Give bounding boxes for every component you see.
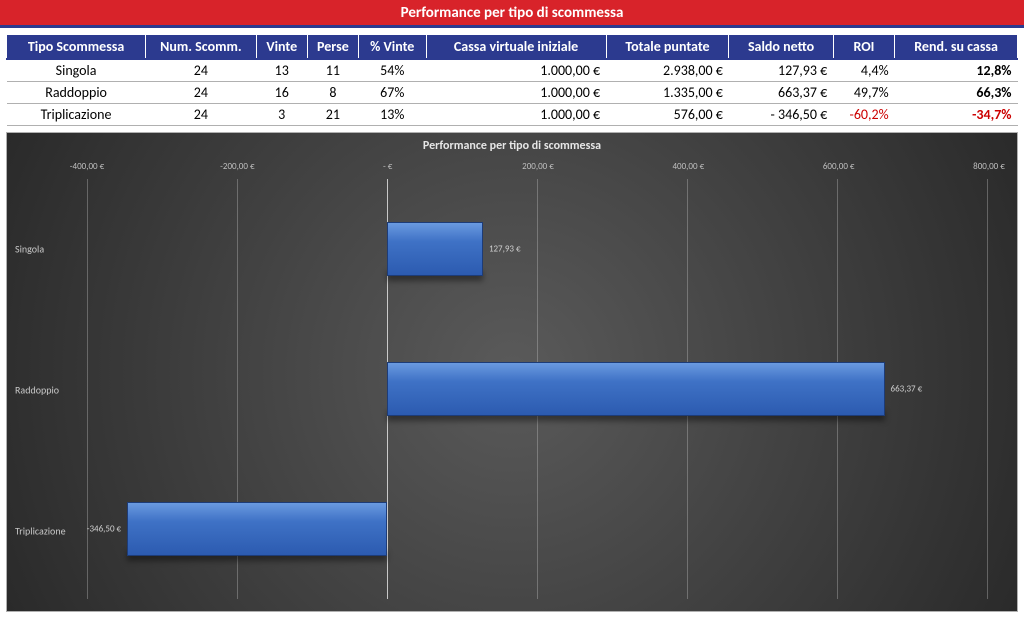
table-cell: 66,3%: [895, 82, 1018, 104]
bar: [387, 362, 885, 416]
bar-value-label: 663,37 €: [891, 384, 923, 395]
table-cell: 1.000,00 €: [426, 82, 606, 104]
col-header: Num. Scomm.: [146, 35, 257, 60]
performance-table: Tipo ScommessaNum. Scomm.VintePerse% Vin…: [6, 34, 1018, 126]
table-cell: -34,7%: [895, 104, 1018, 126]
table-cell: 2.938,00 €: [606, 59, 729, 82]
table-cell: 1.000,00 €: [426, 104, 606, 126]
table-cell: Singola: [7, 59, 146, 82]
table-cell: Raddoppio: [7, 82, 146, 104]
axis-tick-label: 200,00 €: [522, 161, 554, 172]
axis-tick-label: - €: [383, 161, 392, 172]
table-cell: 3: [256, 104, 307, 126]
table-cell: 49,7%: [833, 82, 894, 104]
table-cell: 1.335,00 €: [606, 82, 729, 104]
table-cell: 11: [307, 59, 358, 82]
gridline: [987, 179, 988, 599]
table-row: Raddoppio2416867%1.000,00 €1.335,00 €663…: [7, 82, 1018, 104]
bar: [127, 502, 387, 556]
table-cell: 4,4%: [833, 59, 894, 82]
table-row: Singola24131154%1.000,00 €2.938,00 €127,…: [7, 59, 1018, 82]
table-cell: 16: [256, 82, 307, 104]
axis-tick-label: 600,00 €: [823, 161, 855, 172]
table-cell: 13%: [358, 104, 426, 126]
bar-value-label: -346,50 €: [87, 524, 121, 535]
gridline: [87, 179, 88, 599]
chart-plot: 127,93 € 663,37 € -346,50 €: [87, 179, 987, 599]
table-cell: -60,2%: [833, 104, 894, 126]
table-cell: 13: [256, 59, 307, 82]
table-cell: 24: [146, 59, 257, 82]
col-header: Vinte: [256, 35, 307, 60]
page-title: Performance per tipo di scommessa: [0, 0, 1024, 28]
table-row: Triplicazione2432113%1.000,00 €576,00 €-…: [7, 104, 1018, 126]
table-cell: 21: [307, 104, 358, 126]
col-header: Rend. su cassa: [895, 35, 1018, 60]
chart-container: Performance per tipo di scommessa -400,0…: [6, 132, 1018, 612]
table-cell: 1.000,00 €: [426, 59, 606, 82]
col-header: Saldo netto: [729, 35, 833, 60]
table-body: Singola24131154%1.000,00 €2.938,00 €127,…: [7, 59, 1018, 126]
table-cell: 24: [146, 104, 257, 126]
table-cell: - 346,50 €: [729, 104, 833, 126]
category-label: Singola: [15, 243, 85, 256]
table-header-row: Tipo ScommessaNum. Scomm.VintePerse% Vin…: [7, 35, 1018, 60]
axis-tick-label: 400,00 €: [673, 161, 705, 172]
table-cell: 663,37 €: [729, 82, 833, 104]
table-cell: 24: [146, 82, 257, 104]
axis-tick-label: -400,00 €: [70, 161, 104, 172]
table-cell: Triplicazione: [7, 104, 146, 126]
table-cell: 8: [307, 82, 358, 104]
table-cell: 576,00 €: [606, 104, 729, 126]
category-label: Raddoppio: [15, 384, 85, 397]
col-header: % Vinte: [358, 35, 426, 60]
chart-title: Performance per tipo di scommessa: [7, 139, 1017, 153]
col-header: Totale puntate: [606, 35, 729, 60]
col-header: Cassa virtuale iniziale: [426, 35, 606, 60]
table-cell: 67%: [358, 82, 426, 104]
table-cell: 127,93 €: [729, 59, 833, 82]
table-cell: 12,8%: [895, 59, 1018, 82]
table-cell: 54%: [358, 59, 426, 82]
col-header: ROI: [833, 35, 894, 60]
category-label: Triplicazione: [15, 524, 85, 537]
col-header: Tipo Scommessa: [7, 35, 146, 60]
table-container: Tipo ScommessaNum. Scomm.VintePerse% Vin…: [0, 28, 1024, 130]
col-header: Perse: [307, 35, 358, 60]
bar-value-label: 127,93 €: [489, 243, 521, 254]
axis-tick-label: -200,00 €: [220, 161, 254, 172]
bar: [387, 222, 483, 276]
axis-tick-label: 800,00 €: [973, 161, 1005, 172]
